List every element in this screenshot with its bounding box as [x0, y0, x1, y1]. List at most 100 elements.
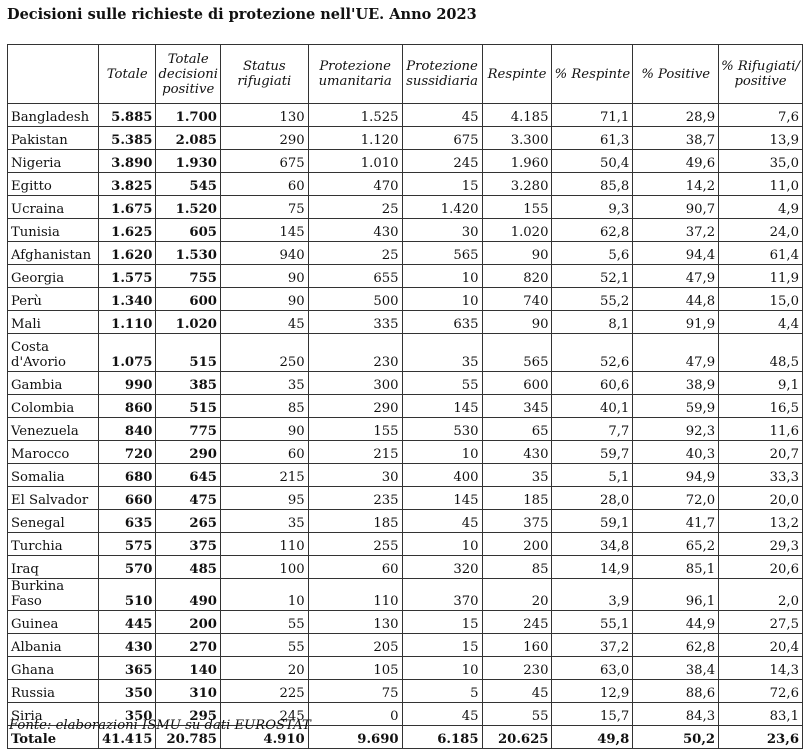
cell-status-rifugiati: 225 — [219, 679, 309, 703]
cell-respinte: 85 — [481, 555, 553, 579]
table-row: Nigeria 3.890 1.930 675 1.010 245 1.960 50,4 49,… — [7, 149, 803, 173]
cell-status-rifugiati: 90 — [219, 264, 309, 288]
cell-pct-positive: 38,9 — [632, 371, 720, 395]
cell-protezione-sussidiaria: 45 — [401, 509, 483, 533]
cell-pct-rifugiati-positive: 15,0 — [718, 287, 803, 311]
cell-pct-positive: 94,9 — [632, 463, 720, 487]
cell-pct-respinte: 40,1 — [551, 394, 634, 418]
cell-protezione-sussidiaria: 400 — [401, 463, 483, 487]
cell-totale: 720 — [97, 440, 157, 464]
cell-protezione-umanitaria: 335 — [307, 310, 403, 334]
table-row: Guinea 445 200 55 130 15 245 55,1 44,9 27,5 — [7, 610, 803, 634]
cell-totale: 1.340 — [97, 287, 157, 311]
cell-protezione-umanitaria: 1.010 — [307, 149, 403, 173]
cell-pct-respinte: 60,6 — [551, 371, 634, 395]
cell-status-rifugiati: 940 — [219, 241, 309, 265]
header-cell-totale-decisioni-positive: Totale decisioni positive — [155, 44, 221, 104]
cell-totale: 3.890 — [97, 149, 157, 173]
cell-country: Marocco — [7, 440, 99, 464]
cell-protezione-sussidiaria: 10 — [401, 264, 483, 288]
cell-totale-decisioni-positive: 645 — [155, 463, 221, 487]
cell-totale: 1.620 — [97, 241, 157, 265]
header-cell-status-rifugiati: Status rifugiati — [219, 44, 309, 104]
cell-pct-positive: 44,9 — [632, 610, 720, 634]
cell-country: Gambia — [7, 371, 99, 395]
header-cell-totale: Totale — [97, 44, 157, 104]
cell-status-rifugiati: 75 — [219, 195, 309, 219]
cell-totale: 430 — [97, 633, 157, 657]
cell-pct-respinte: 59,1 — [551, 509, 634, 533]
cell-country: Somalia — [7, 463, 99, 487]
cell-country: Albania — [7, 633, 99, 657]
cell-pct-positive: 41,7 — [632, 509, 720, 533]
cell-totale-decisioni-positive: 265 — [155, 509, 221, 533]
cell-respinte: 600 — [481, 371, 553, 395]
cell-country: Turchia — [7, 532, 99, 556]
table-row: Costa d'Avorio 1.075 515 250 230 35 565 52,6 47,… — [7, 333, 803, 372]
cell-totale: 1.625 — [97, 218, 157, 242]
cell-country: Mali — [7, 310, 99, 334]
cell-status-rifugiati: 95 — [219, 486, 309, 510]
cell-status-rifugiati: 60 — [219, 440, 309, 464]
cell-totale-decisioni-positive: 1.520 — [155, 195, 221, 219]
cell-totale-decisioni-positive: 1.530 — [155, 241, 221, 265]
cell-pct-rifugiati-positive: 61,4 — [718, 241, 803, 265]
cell-totale: 1.575 — [97, 264, 157, 288]
cell-pct-rifugiati-positive: 14,3 — [718, 656, 803, 680]
cell-respinte: 35 — [481, 463, 553, 487]
cell-pct-respinte: 14,9 — [551, 555, 634, 579]
cell-totale: 860 — [97, 394, 157, 418]
cell-protezione-sussidiaria: 10 — [401, 656, 483, 680]
cell-protezione-sussidiaria: 10 — [401, 532, 483, 556]
cell-totale: 575 — [97, 532, 157, 556]
cell-pct-respinte: 63,0 — [551, 656, 634, 680]
cell-respinte: 20 — [481, 578, 553, 611]
cell-status-rifugiati: 100 — [219, 555, 309, 579]
cell-totale-decisioni-positive: 1.700 — [155, 103, 221, 127]
cell-totale: 840 — [97, 417, 157, 441]
cell-pct-rifugiati-positive: 48,5 — [718, 333, 803, 372]
table-row: Ghana 365 140 20 105 10 230 63,0 38,4 14,3 — [7, 656, 803, 680]
cell-status-rifugiati: 245 — [219, 702, 309, 726]
cell-pct-respinte: 3,9 — [551, 578, 634, 611]
cell-totale-decisioni-positive: 755 — [155, 264, 221, 288]
cell-protezione-sussidiaria: 15 — [401, 172, 483, 196]
cell-pct-positive: 37,2 — [632, 218, 720, 242]
cell-pct-positive: 44,8 — [632, 287, 720, 311]
cell-totale: 3.825 — [97, 172, 157, 196]
cell-protezione-sussidiaria: 10 — [401, 287, 483, 311]
cell-totale-decisioni-positive: 1.020 — [155, 310, 221, 334]
cell-totale-decisioni-positive: 485 — [155, 555, 221, 579]
cell-respinte: 160 — [481, 633, 553, 657]
cell-totale-decisioni-positive: 1.930 — [155, 149, 221, 173]
cell-status-rifugiati: 20 — [219, 656, 309, 680]
cell-totale-decisioni-positive: 290 — [155, 440, 221, 464]
cell-pct-rifugiati-positive: 20,6 — [718, 555, 803, 579]
cell-protezione-sussidiaria: 15 — [401, 633, 483, 657]
cell-pct-respinte: 62,8 — [551, 218, 634, 242]
table-title: Decisioni sulle richieste di protezione … — [7, 6, 477, 23]
cell-pct-respinte: 5,6 — [551, 241, 634, 265]
table-row: Burkina Faso 510 490 10 110 370 20 3,9 96,1 2,0 — [7, 578, 803, 611]
cell-protezione-sussidiaria: 15 — [401, 610, 483, 634]
cell-protezione-umanitaria: 500 — [307, 287, 403, 311]
cell-totale: 570 — [97, 555, 157, 579]
cell-protezione-umanitaria: 255 — [307, 532, 403, 556]
cell-status-rifugiati: 10 — [219, 578, 309, 611]
cell-status-rifugiati: 55 — [219, 633, 309, 657]
cell-protezione-umanitaria: 155 — [307, 417, 403, 441]
cell-pct-respinte: 55,1 — [551, 610, 634, 634]
cell-pct-rifugiati-positive: 24,0 — [718, 218, 803, 242]
cell-pct-positive: 88,6 — [632, 679, 720, 703]
cell-country: Siria — [7, 702, 99, 726]
cell-respinte: 90 — [481, 241, 553, 265]
cell-status-rifugiati: 90 — [219, 417, 309, 441]
cell-pct-positive: 47,9 — [632, 333, 720, 372]
table-row: Afghanistan 1.620 1.530 940 25 565 90 5,6 94,4 61… — [7, 241, 803, 265]
cell-pct-rifugiati-positive: 4,9 — [718, 195, 803, 219]
cell-pct-positive: 94,4 — [632, 241, 720, 265]
cell-respinte: 345 — [481, 394, 553, 418]
cell-pct-respinte: 8,1 — [551, 310, 634, 334]
cell-respinte: 245 — [481, 610, 553, 634]
cell-country: Pakistan — [7, 126, 99, 150]
